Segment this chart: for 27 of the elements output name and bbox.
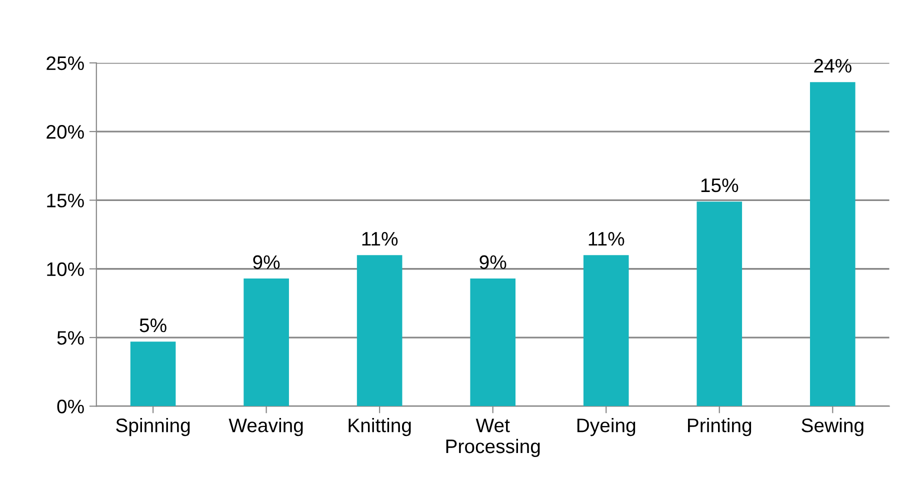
bar bbox=[130, 342, 176, 406]
data-label: 15% bbox=[701, 178, 738, 192]
bar bbox=[470, 278, 516, 406]
x-tick-label: Weaving bbox=[228, 418, 303, 436]
x-tick-label: Knitting bbox=[348, 418, 411, 436]
data-label: 9% bbox=[480, 255, 506, 270]
bar bbox=[696, 202, 742, 406]
y-tick-label: 20% bbox=[46, 125, 84, 139]
bar bbox=[583, 255, 629, 406]
x-tick-label: Printing bbox=[688, 418, 752, 436]
y-tick-label: 25% bbox=[46, 56, 84, 70]
bar bbox=[810, 82, 856, 406]
bar bbox=[244, 278, 289, 406]
y-tick-label: 15% bbox=[47, 194, 84, 208]
x-tick-label: Dyeing bbox=[577, 418, 636, 436]
data-label: 5% bbox=[140, 318, 166, 332]
y-tick-label: 0% bbox=[57, 400, 84, 414]
bar bbox=[356, 255, 402, 406]
x-tick-label: Sewing bbox=[802, 418, 864, 436]
y-tick-label: 5% bbox=[57, 331, 84, 345]
data-label: 11% bbox=[588, 232, 624, 246]
y-tick-label: 10% bbox=[47, 262, 84, 276]
data-label: 11% bbox=[362, 232, 398, 246]
x-tick-label: Spinning bbox=[116, 418, 190, 436]
data-label: 9% bbox=[253, 255, 280, 270]
x-tick-label: Wet Processing bbox=[446, 418, 540, 458]
data-label: 24% bbox=[814, 58, 852, 73]
